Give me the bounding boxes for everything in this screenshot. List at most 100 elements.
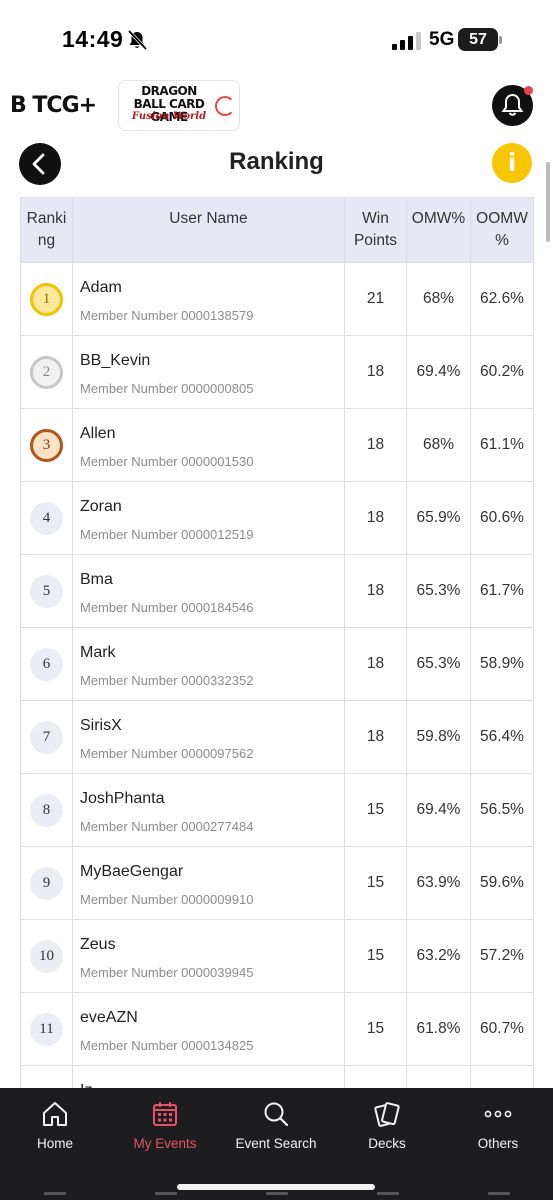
page-title: Ranking (229, 148, 324, 175)
game-logo-title: DRAGON BALL CARD GAME (133, 84, 205, 124)
member-number: Member Number 0000332352 (80, 673, 254, 688)
user-cell: Bma Member Number 0000184546 (72, 554, 345, 628)
member-number: Member Number 0000039945 (80, 965, 254, 980)
nav-event-search[interactable]: Event Search (221, 1088, 331, 1168)
back-button[interactable] (19, 143, 61, 185)
info-button[interactable]: i (492, 143, 532, 183)
header-omw: OMW% (406, 197, 471, 263)
oomw-cell: 56.4% (470, 700, 534, 774)
user-cell: Adam Member Number 0000138579 (72, 262, 345, 336)
user-name: JoshPhanta (80, 790, 165, 807)
win-points-cell: 15 (344, 846, 407, 920)
nav-decks[interactable]: Decks (332, 1088, 442, 1168)
omw-cell: 68% (406, 408, 471, 482)
rank-cell: 3 (20, 408, 73, 482)
table-header-row: Ranki ng User Name Win Points OMW% OOMW% (20, 197, 534, 263)
notification-dot (524, 86, 533, 95)
header-win-points: Win Points (344, 197, 407, 263)
rank-cell: 1 (20, 262, 73, 336)
status-time: 14:49 (62, 26, 124, 52)
win-points-cell: 18 (344, 627, 407, 701)
user-name: SirisX (80, 717, 122, 734)
user-name: MyBaeGengar (80, 863, 184, 880)
rank-cell: 4 (20, 481, 73, 555)
rank-badge: 9 (30, 866, 63, 900)
home-indicator[interactable] (177, 1184, 375, 1190)
table-row[interactable]: 10 Zeus Member Number 0000039945 15 63.2% 57.… (20, 919, 534, 993)
member-number: Member Number 0000000805 (80, 381, 254, 396)
rank-cell: 8 (20, 773, 73, 847)
omw-cell: 65.3% (406, 627, 471, 701)
scrollbar-thumb[interactable] (546, 162, 550, 242)
game-logo-emblem (215, 96, 235, 116)
omw-cell: 65.9% (406, 481, 471, 555)
rank-cell: 7 (20, 700, 73, 774)
status-bar: 14:49 5G 57 (0, 0, 553, 80)
user-cell: Zoran Member Number 0000012519 (72, 481, 345, 555)
network-type: 5G (429, 29, 455, 50)
more-dots-icon (484, 1110, 512, 1118)
search-icon (264, 1102, 289, 1127)
nav-my-events-label: My Events (133, 1136, 197, 1151)
member-number: Member Number 0000009910 (80, 892, 254, 907)
win-points-cell: 18 (344, 408, 407, 482)
game-logo: DRAGON BALL CARD GAME Fusion World (118, 80, 240, 131)
user-cell: Zeus Member Number 0000039945 (72, 919, 345, 993)
rank-badge: 8 (30, 793, 63, 827)
chevron-left-icon (32, 153, 45, 175)
nav-decks-label: Decks (368, 1136, 406, 1151)
rank-cell: 6 (20, 627, 73, 701)
nav-others-label: Others (477, 1136, 519, 1151)
silver-medal-icon: 2 (30, 355, 63, 389)
member-number: Member Number 0000134825 (80, 1038, 254, 1053)
calendar-icon (153, 1102, 177, 1126)
user-cell: JoshPhanta Member Number 0000277484 (72, 773, 345, 847)
omw-cell: 68% (406, 262, 471, 336)
rank-badge: 10 (30, 939, 63, 973)
nav-event-search-label: Event Search (235, 1136, 317, 1151)
nav-my-events[interactable]: My Events (110, 1088, 220, 1168)
member-number: Member Number 0000097562 (80, 746, 254, 761)
omw-cell: 59.8% (406, 700, 471, 774)
omw-cell: 61.8% (406, 992, 471, 1066)
table-row[interactable]: 6 Mark Member Number 0000332352 18 65.3% 58.9… (20, 627, 534, 701)
bronze-medal-icon: 3 (30, 428, 63, 462)
user-name: Adam (80, 279, 122, 296)
gold-medal-icon: 1 (30, 282, 63, 316)
member-number: Member Number 0000138579 (80, 308, 254, 323)
brand-logo: B TCG+ (10, 93, 97, 118)
table-row[interactable]: 7 SirisX Member Number 0000097562 18 59.8% 56… (20, 700, 534, 774)
user-name: Bma (80, 571, 113, 588)
table-row[interactable]: 1 Adam Member Number 0000138579 21 68% 62.6% (20, 262, 534, 336)
rank-cell: 10 (20, 919, 73, 993)
header-user-name: User Name (72, 197, 345, 263)
nav-reflection (0, 1192, 553, 1200)
win-points-cell: 15 (344, 992, 407, 1066)
user-cell: Mark Member Number 0000332352 (72, 627, 345, 701)
table-row[interactable]: 9 MyBaeGengar Member Number 0000009910 15 63… (20, 846, 534, 920)
header-oomw: OOMW% (470, 197, 534, 263)
user-cell: MyBaeGengar Member Number 0000009910 (72, 846, 345, 920)
nav-home[interactable]: Home (0, 1088, 110, 1168)
oomw-cell: 60.2% (470, 335, 534, 409)
member-number: Member Number 0000277484 (80, 819, 254, 834)
user-cell: SirisX Member Number 0000097562 (72, 700, 345, 774)
rank-badge: 11 (30, 1012, 63, 1046)
nav-others[interactable]: Others (443, 1088, 553, 1168)
cards-icon (374, 1102, 400, 1127)
oomw-cell: 60.6% (470, 481, 534, 555)
bottom-nav: Home My Events Event Search Decks (0, 1088, 553, 1200)
rank-badge: 4 (30, 501, 63, 535)
battery-icon: 57 (458, 28, 502, 51)
rank-badge: 7 (30, 720, 63, 754)
table-row[interactable]: 4 Zoran Member Number 0000012519 18 65.9% 60.… (20, 481, 534, 555)
win-points-cell: 15 (344, 919, 407, 993)
table-row[interactable]: 2 BB_Kevin Member Number 0000000805 18 69.4%… (20, 335, 534, 409)
table-row[interactable]: 5 Bma Member Number 0000184546 18 65.3% 61.7% (20, 554, 534, 628)
win-points-cell: 21 (344, 262, 407, 336)
table-row[interactable]: 3 Allen Member Number 0000001530 18 68% 61.1% (20, 408, 534, 482)
oomw-cell: 59.6% (470, 846, 534, 920)
table-row[interactable]: 11 eveAZN Member Number 0000134825 15 61.8% 6… (20, 992, 534, 1066)
table-row[interactable]: 8 JoshPhanta Member Number 0000277484 15 69.… (20, 773, 534, 847)
home-icon (43, 1102, 67, 1126)
